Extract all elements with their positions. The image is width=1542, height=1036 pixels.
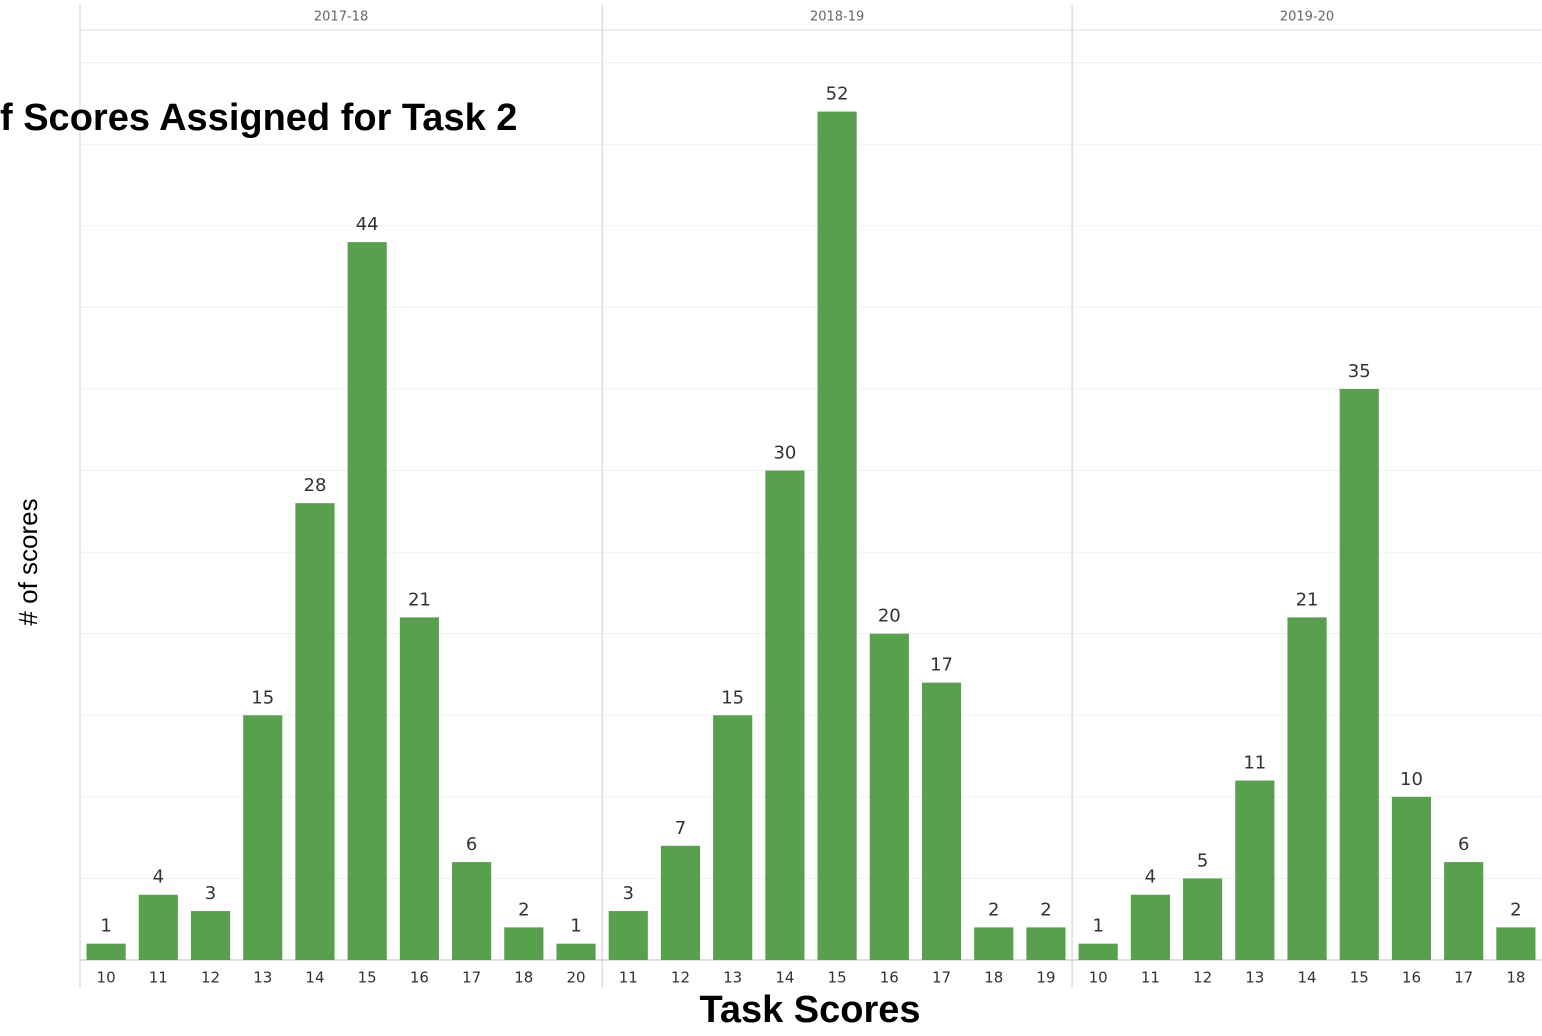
bar bbox=[347, 242, 387, 960]
value-label: 15 bbox=[251, 687, 274, 708]
x-tick-label: 10 bbox=[97, 969, 116, 987]
x-tick-label: 18 bbox=[1506, 969, 1525, 987]
bar bbox=[138, 894, 178, 960]
value-label: 7 bbox=[675, 818, 686, 839]
value-label: 10 bbox=[1400, 769, 1423, 790]
bar bbox=[1183, 878, 1223, 960]
panel-header: 2019-20 bbox=[1280, 10, 1334, 25]
x-tick-label: 12 bbox=[201, 969, 220, 987]
x-tick-label: 17 bbox=[1454, 969, 1473, 987]
value-label: 44 bbox=[356, 214, 379, 235]
value-label: 35 bbox=[1348, 361, 1371, 382]
x-tick-label: 15 bbox=[1350, 969, 1369, 987]
value-label: 1 bbox=[570, 916, 581, 937]
panel-header: 2018-19 bbox=[810, 10, 864, 25]
x-tick-label: 18 bbox=[984, 969, 1003, 987]
x-tick-label: 17 bbox=[462, 969, 481, 987]
value-label: 1 bbox=[1092, 916, 1103, 937]
x-tick-label: 16 bbox=[880, 969, 899, 987]
y-axis-label: # of scores bbox=[13, 498, 43, 625]
bar bbox=[1444, 862, 1484, 960]
bar bbox=[295, 503, 335, 960]
value-label: 6 bbox=[1458, 834, 1469, 855]
value-label: 2 bbox=[1040, 899, 1051, 920]
bar bbox=[765, 470, 805, 960]
bar bbox=[1235, 780, 1275, 960]
value-label: 2 bbox=[988, 899, 999, 920]
bar bbox=[817, 111, 857, 960]
bar bbox=[1078, 943, 1118, 960]
bar bbox=[399, 617, 439, 960]
x-tick-label: 13 bbox=[1245, 969, 1264, 987]
bar bbox=[86, 943, 126, 960]
bar bbox=[504, 927, 544, 960]
x-tick-label: 11 bbox=[149, 969, 168, 987]
x-tick-label: 19 bbox=[1036, 969, 1055, 987]
bar bbox=[1391, 796, 1432, 960]
x-tick-label: 12 bbox=[671, 969, 690, 987]
value-label: 30 bbox=[773, 443, 796, 464]
bar bbox=[556, 943, 596, 960]
value-label: 1 bbox=[100, 916, 111, 937]
value-label: 3 bbox=[205, 883, 216, 904]
x-tick-label: 12 bbox=[1193, 969, 1212, 987]
bar bbox=[1339, 388, 1379, 960]
bar bbox=[713, 715, 753, 960]
x-tick-label: 11 bbox=[1141, 969, 1160, 987]
value-label: 15 bbox=[721, 687, 744, 708]
value-label: 5 bbox=[1197, 850, 1208, 871]
x-tick-label: 16 bbox=[410, 969, 429, 987]
x-tick-label: 11 bbox=[619, 969, 638, 987]
x-tick-label: 14 bbox=[1297, 969, 1316, 987]
bar bbox=[452, 862, 492, 960]
bar bbox=[974, 927, 1014, 960]
x-tick-label: 15 bbox=[358, 969, 377, 987]
x-tick-label: 13 bbox=[723, 969, 742, 987]
x-tick-label: 10 bbox=[1089, 969, 1108, 987]
bar bbox=[1026, 927, 1066, 960]
bar bbox=[921, 682, 962, 960]
bar bbox=[243, 715, 283, 960]
bar bbox=[1496, 927, 1536, 960]
value-label: 28 bbox=[304, 475, 327, 496]
value-label: 52 bbox=[826, 84, 849, 105]
value-label: 3 bbox=[623, 883, 634, 904]
value-label: 20 bbox=[878, 606, 901, 627]
x-tick-label: 20 bbox=[566, 969, 585, 987]
value-label: 6 bbox=[466, 834, 477, 855]
x-tick-label: 13 bbox=[253, 969, 272, 987]
x-tick-label: 15 bbox=[828, 969, 847, 987]
value-label: 2 bbox=[1510, 899, 1521, 920]
x-tick-label: 14 bbox=[775, 969, 794, 987]
value-label: 4 bbox=[1145, 867, 1156, 888]
bar bbox=[660, 845, 701, 960]
x-axis-label: Task Scores bbox=[699, 989, 920, 1031]
x-tick-label: 17 bbox=[932, 969, 951, 987]
bar bbox=[190, 911, 231, 960]
bar bbox=[869, 633, 909, 960]
x-tick-label: 16 bbox=[1402, 969, 1421, 987]
bar bbox=[1130, 894, 1170, 960]
value-label: 11 bbox=[1243, 753, 1266, 774]
value-label: 21 bbox=[408, 589, 431, 610]
value-label: 4 bbox=[153, 867, 164, 888]
value-label: 17 bbox=[930, 655, 953, 676]
bar bbox=[1287, 617, 1327, 960]
bar bbox=[608, 911, 648, 960]
chart-title: f Scores Assigned for Task 2 bbox=[0, 97, 517, 139]
value-label: 2 bbox=[518, 899, 529, 920]
x-tick-label: 14 bbox=[305, 969, 324, 987]
x-tick-label: 18 bbox=[514, 969, 533, 987]
value-label: 21 bbox=[1296, 589, 1319, 610]
panel-header: 2017-18 bbox=[314, 10, 368, 25]
